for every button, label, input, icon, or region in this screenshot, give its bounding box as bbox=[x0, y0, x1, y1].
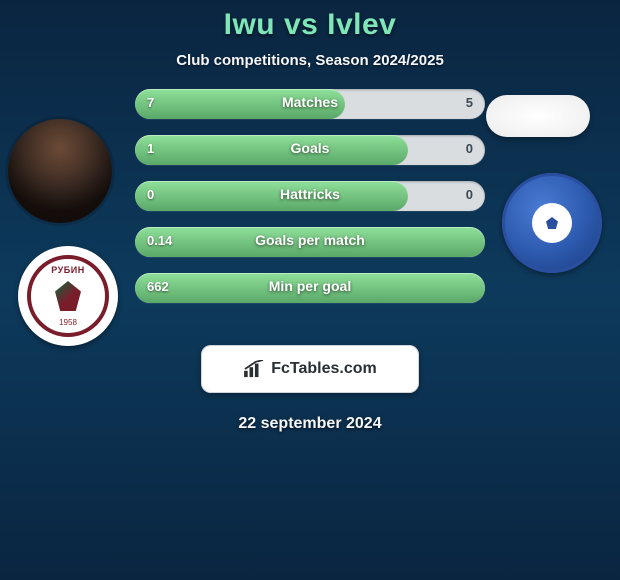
stat-bar-row: 7Matches5 bbox=[135, 89, 485, 119]
stat-bar-fill bbox=[135, 89, 345, 119]
brand-text: FcTables.com bbox=[271, 360, 377, 378]
comparison-card: Iwu vs Ivlev Club competitions, Season 2… bbox=[0, 0, 620, 580]
stat-bar-row: 0Hattricks0 bbox=[135, 181, 485, 211]
stats-bars: 7Matches5 1Goals0 0Hattricks0 0.14Goals per… bbox=[135, 89, 485, 319]
stat-value-right: 0 bbox=[466, 187, 473, 202]
comparison-area: РУБИН 1958 7Matches51Goals00Hattricks00.… bbox=[0, 101, 620, 341]
brand-chart-icon bbox=[243, 360, 265, 378]
stat-bar-fill bbox=[135, 181, 408, 211]
date-text: 22 september 2024 bbox=[0, 415, 620, 433]
player-avatar-left bbox=[8, 119, 112, 223]
stat-bar-row: 662Min per goal bbox=[135, 273, 485, 303]
stat-bar-fill bbox=[135, 273, 485, 303]
stat-bar-fill bbox=[135, 227, 485, 257]
stat-bar-row: 1Goals0 bbox=[135, 135, 485, 165]
stat-bar-fill bbox=[135, 135, 408, 165]
club-left-emblem-icon bbox=[55, 281, 81, 311]
club-right-ball-icon bbox=[532, 203, 572, 243]
player-avatar-right bbox=[486, 95, 590, 137]
club-badge-right bbox=[502, 173, 602, 273]
club-left-name: РУБИН bbox=[51, 265, 84, 275]
club-badge-left-inner: РУБИН 1958 bbox=[27, 255, 109, 337]
subtitle: Club competitions, Season 2024/2025 bbox=[0, 52, 620, 69]
club-badge-left: РУБИН 1958 bbox=[18, 246, 118, 346]
stat-value-right: 0 bbox=[466, 141, 473, 156]
page-title: Iwu vs Ivlev bbox=[0, 8, 620, 42]
brand-box[interactable]: FcTables.com bbox=[201, 345, 419, 393]
club-left-year: 1958 bbox=[59, 318, 77, 327]
stat-bar-row: 0.14Goals per match bbox=[135, 227, 485, 257]
stat-value-right: 5 bbox=[466, 95, 473, 110]
